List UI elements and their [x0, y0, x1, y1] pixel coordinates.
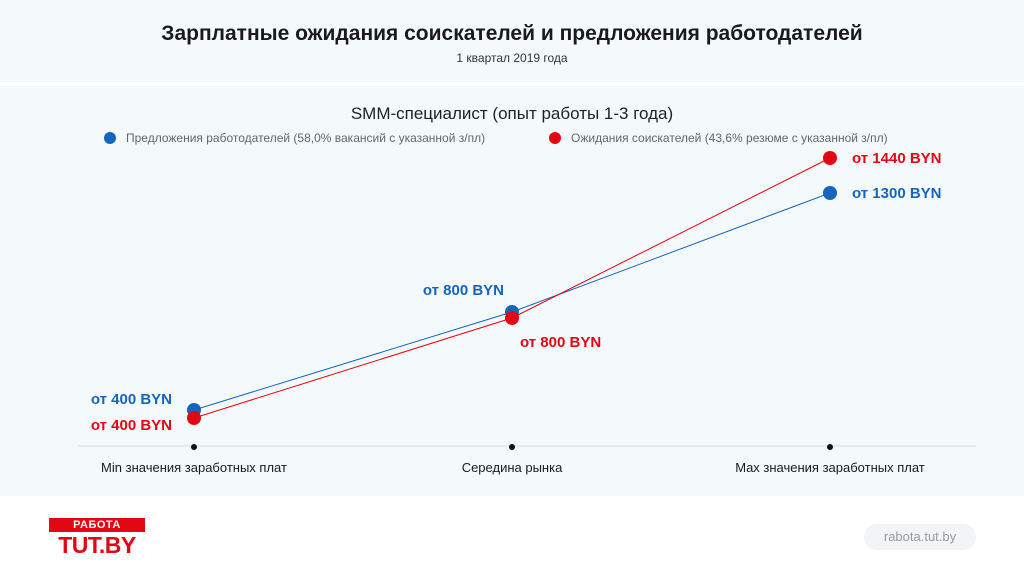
chart-panel — [0, 86, 1024, 496]
x-tick-dot — [827, 444, 833, 450]
tutby-logo[interactable]: РАБОТА TUT.BY — [49, 518, 145, 558]
page-title: Зарплатные ожидания соискателей и предло… — [161, 22, 863, 45]
legend-dot-applicants — [549, 132, 561, 144]
logo-main-text: TUT.BY — [58, 532, 136, 558]
data-label: от 400 BYN — [91, 391, 172, 408]
legend-item-employers: Предложения работодателей (58,0% ваканси… — [104, 131, 485, 145]
legend-item-applicants: Ожидания соискателей (43,6% резюме с ука… — [549, 131, 888, 145]
header: Зарплатные ожидания соискателей и предло… — [0, 0, 1024, 82]
legend-label-employers: Предложения работодателей (58,0% ваканси… — [126, 131, 486, 145]
x-tick-label: Max значения заработных плат — [735, 460, 925, 475]
data-label: от 800 BYN — [423, 282, 504, 299]
chart-title: SMM-специалист (опыт работы 1-3 года) — [350, 104, 674, 123]
legend: Предложения работодателей (58,0% ваканси… — [0, 131, 1024, 151]
legend-dot-employers — [104, 132, 116, 144]
x-tick-dot — [191, 444, 197, 450]
page-subtitle: 1 квартал 2019 года — [456, 51, 568, 65]
data-point — [823, 151, 837, 165]
logo-top-text: РАБОТА — [49, 518, 145, 532]
x-tick-label: Min значения заработных плат — [101, 460, 287, 475]
data-label: от 400 BYN — [91, 417, 172, 434]
site-link[interactable]: rabota.tut.by — [864, 524, 976, 550]
data-label: от 1440 BYN — [852, 150, 942, 167]
x-tick-label: Середина рынка — [462, 460, 563, 475]
series-line — [193, 192, 831, 411]
data-label: от 800 BYN — [520, 334, 601, 351]
legend-label-applicants: Ожидания соискателей (43,6% резюме с ука… — [571, 131, 888, 145]
data-point — [187, 411, 201, 425]
x-tick-dot — [509, 444, 515, 450]
data-label: от 1300 BYN — [852, 185, 942, 202]
data-point — [823, 186, 837, 200]
series-line — [193, 157, 831, 419]
data-point — [505, 311, 519, 325]
